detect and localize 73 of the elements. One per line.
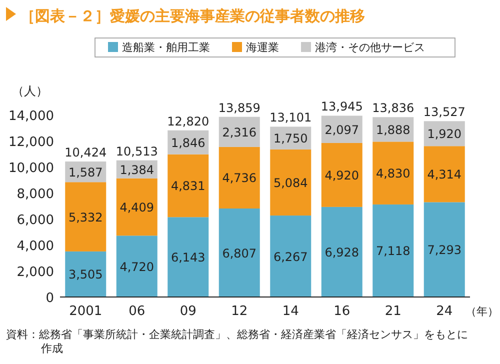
bar — [270, 216, 312, 297]
data-label: 7,118 — [376, 244, 410, 258]
data-label: 1,888 — [376, 122, 410, 137]
x-tick-label: 24 — [436, 304, 453, 319]
bar — [321, 206, 362, 297]
x-tick-label: 09 — [180, 304, 196, 319]
total-label: 12,820 — [167, 114, 210, 128]
y-tick-label: 4,000 — [16, 239, 54, 254]
data-label: 3,505 — [68, 268, 103, 282]
data-label: 4,920 — [324, 168, 360, 182]
data-label: 4,720 — [120, 260, 154, 274]
data-label: 2,097 — [324, 122, 360, 137]
data-label: 7,293 — [427, 243, 462, 258]
y-tick-label: 8,000 — [16, 187, 54, 202]
bar — [372, 142, 414, 204]
y-tick-label: 14,000 — [8, 109, 54, 124]
data-label: 1,846 — [170, 136, 206, 150]
total-label: 13,836 — [372, 101, 414, 116]
bar — [218, 116, 260, 147]
data-label: 4,736 — [222, 171, 257, 186]
data-label: 5,084 — [273, 176, 308, 190]
data-label: 6,143 — [170, 250, 206, 265]
total-label: 13,527 — [423, 105, 466, 120]
total-label: 10,513 — [116, 144, 158, 158]
y-tick-label: 10,000 — [8, 161, 54, 176]
bar — [218, 208, 260, 297]
data-label: 6,807 — [222, 246, 257, 260]
legend-label: 造船業・舶用工業 — [122, 41, 210, 54]
x-axis-title: （年） — [466, 305, 498, 318]
bar — [424, 202, 465, 297]
y-tick-label: 12,000 — [8, 135, 54, 150]
x-tick-label: 2001 — [69, 304, 102, 319]
data-label: 6,928 — [324, 245, 360, 260]
data-label: 5,332 — [68, 210, 103, 224]
bar — [218, 146, 260, 209]
total-label: 13,859 — [218, 100, 260, 115]
data-label: 2,316 — [222, 125, 257, 140]
x-tick-label: 14 — [282, 304, 299, 319]
x-tick-label: 16 — [334, 304, 350, 319]
data-label: 4,314 — [427, 168, 462, 182]
data-label: 1,587 — [68, 165, 103, 180]
bar — [116, 178, 158, 236]
data-label: 1,750 — [273, 132, 308, 146]
data-label: 4,831 — [170, 179, 206, 194]
bar — [424, 146, 465, 202]
y-axis-title: （人） — [12, 84, 48, 98]
chart-title: ［図表－２］愛媛の主要海事産業の従事者数の推移 — [20, 7, 365, 25]
bar — [65, 182, 106, 252]
y-tick-label: 0 — [46, 291, 54, 306]
legend-label: 海運業 — [246, 41, 279, 54]
total-label: 13,101 — [270, 110, 312, 125]
x-tick-label: 06 — [128, 304, 146, 319]
legend-label: 港湾・その他サービス — [315, 41, 425, 54]
bar — [116, 236, 158, 297]
data-label: 1,384 — [120, 162, 154, 177]
total-label: 13,945 — [320, 100, 363, 114]
text: 資料：総務省「事業所統計・企業統計調査」、総務省・経済産業省「経済センサス」をもとに作成 — [6, 328, 469, 356]
bar — [168, 154, 209, 218]
x-tick-label: 12 — [231, 304, 248, 319]
data-label: 4,409 — [120, 200, 154, 214]
y-tick-label: 6,000 — [16, 213, 54, 228]
x-tick-label: 21 — [384, 304, 402, 319]
data-label: 1,920 — [427, 127, 462, 142]
total-label: 10,424 — [64, 145, 107, 160]
bar — [321, 142, 362, 207]
bar — [321, 116, 362, 143]
y-tick-label: 2,000 — [16, 265, 54, 280]
bar — [372, 204, 414, 297]
bar — [270, 149, 312, 216]
bar — [168, 217, 209, 297]
data-label: 4,830 — [376, 166, 410, 181]
bar — [65, 251, 106, 297]
data-label: 6,267 — [273, 250, 308, 264]
